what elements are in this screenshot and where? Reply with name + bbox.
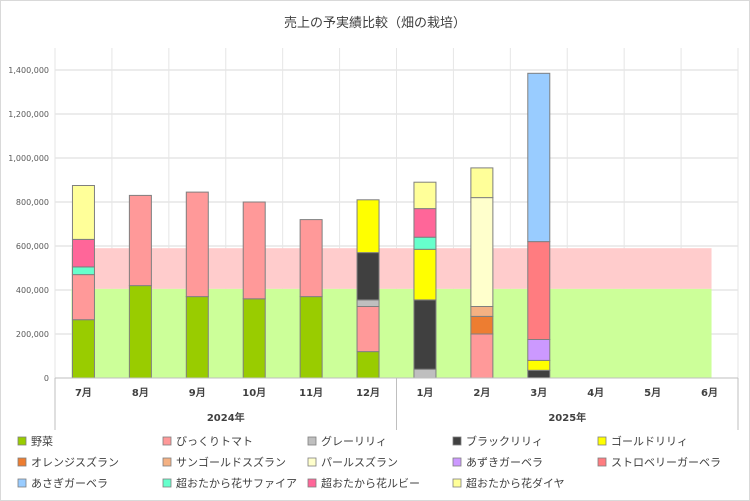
chart-title: 売上の予実績比較（畑の栽培） (283, 16, 466, 31)
legend-swatch (597, 436, 607, 446)
bar-segment (356, 299, 380, 307)
x-group-label: 2024年 (207, 411, 245, 424)
x-tick-label: 3月 (530, 387, 547, 399)
bar-segment (71, 185, 95, 240)
x-tick-label: 6月 (701, 387, 718, 399)
legend-label: あずきガーベラ (466, 456, 543, 469)
legend-swatch (17, 478, 27, 488)
legend-swatch (452, 478, 462, 488)
legend-swatch (307, 436, 317, 446)
bar-segment (128, 285, 152, 379)
legend-label: 野菜 (31, 435, 53, 448)
legend-label: パールスズラン (321, 455, 398, 469)
legend-swatch (17, 457, 27, 467)
y-tick-label: 1,000,000 (8, 154, 49, 163)
y-tick-label: 1,200,000 (8, 110, 49, 119)
bar-segment (413, 368, 437, 379)
x-tick-label: 1月 (416, 387, 433, 399)
legend-label: ブラックリリィ (466, 434, 543, 448)
bar-segment (299, 296, 323, 379)
bar-segment (527, 72, 551, 243)
legend-label: 超おたから花ルビー (321, 476, 420, 490)
bar-segment (413, 208, 437, 238)
y-tick-label: 200,000 (16, 330, 49, 339)
y-tick-label: 400,000 (16, 286, 49, 295)
legend-swatch (162, 436, 172, 446)
legend-label: オレンジスズラン (31, 455, 119, 469)
bar-segment (527, 369, 551, 379)
legend-label: びっくりトマト (176, 435, 253, 448)
bar-segment (413, 236, 437, 250)
bar-segment (470, 306, 494, 317)
legend-swatch (597, 457, 607, 467)
y-tick-label: 1,400,000 (8, 66, 49, 75)
legend-swatch (162, 457, 172, 467)
bar-segment (356, 199, 380, 254)
legend-label: サンゴールドスズラン (176, 455, 286, 469)
bar-segment (413, 299, 437, 370)
y-tick-label: 800,000 (16, 198, 49, 207)
bar-segment (413, 248, 437, 301)
x-tick-label: 8月 (132, 387, 149, 399)
bar-segment (470, 197, 494, 308)
x-tick-label: 5月 (644, 387, 661, 399)
plan-band-upper (71, 248, 712, 289)
legend-swatch (162, 478, 172, 488)
x-tick-label: 9月 (189, 387, 206, 399)
bar-segment (356, 306, 380, 353)
bar-segment (527, 339, 551, 361)
x-tick-label: 2月 (473, 387, 490, 399)
bar-segment (470, 167, 494, 199)
bar-segment (71, 274, 95, 321)
bar-segment (527, 241, 551, 341)
bar-segment (356, 351, 380, 379)
legend-label: 超おたから花ダイヤ (466, 476, 565, 490)
bar-segment (470, 333, 494, 379)
legend-swatch (307, 457, 317, 467)
x-tick-label: 10月 (242, 387, 266, 399)
bar-segment (242, 201, 266, 300)
x-group-label: 2025年 (548, 411, 586, 424)
bar-segment (71, 238, 95, 268)
bar-segment (128, 194, 152, 287)
bar-segment (527, 359, 551, 371)
bar-segment (470, 315, 494, 335)
bar-segment (71, 266, 95, 276)
bar-segment (413, 181, 437, 210)
legend-label: グレーリリィ (321, 434, 387, 448)
x-tick-label: 12月 (356, 387, 380, 399)
y-tick-label: 600,000 (16, 242, 49, 251)
legend-swatch (452, 457, 462, 467)
legend-label: ゴールドリリィ (611, 434, 688, 448)
x-tick-label: 7月 (75, 387, 92, 399)
legend-label: ストロベリーガーベラ (611, 456, 721, 469)
bar-segment (185, 191, 209, 298)
y-tick-label: 0 (44, 374, 49, 383)
legend-label: あさぎガーベラ (31, 476, 108, 490)
legend-swatch (307, 478, 317, 488)
bar-segment (71, 319, 95, 379)
x-tick-label: 4月 (587, 387, 604, 399)
legend-swatch (452, 436, 462, 446)
x-tick-label: 11月 (299, 387, 323, 399)
legend-label: 超おたから花サファイア (176, 476, 297, 490)
bar-segment (299, 219, 323, 298)
bar-segment (356, 252, 380, 301)
bar-segment (242, 298, 266, 379)
bar-segment (185, 296, 209, 379)
plan-band-lower (71, 288, 712, 378)
legend-swatch (17, 436, 27, 446)
